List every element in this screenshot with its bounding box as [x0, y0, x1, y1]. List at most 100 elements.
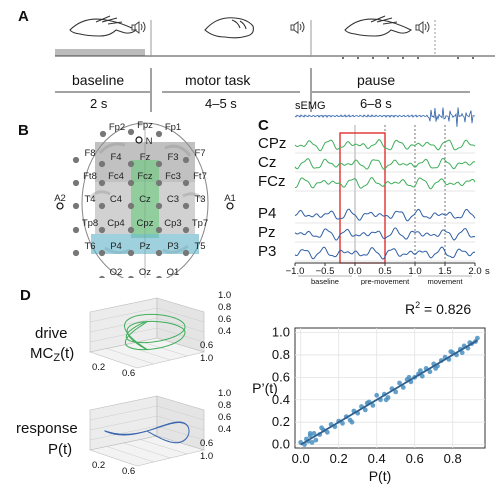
eeg-trace-cz	[294, 157, 476, 170]
panel-label-c: C	[258, 117, 269, 134]
response-z-tick: 0.8	[218, 400, 232, 411]
eeg-trace-fcz	[295, 177, 476, 190]
eeg-phase-0: baseline	[311, 277, 339, 285]
open-hand-icon	[69, 15, 137, 37]
electrode-label-cz: Cz	[139, 194, 151, 205]
electrode-dot-n	[135, 136, 143, 144]
x-tick-label: 0.6	[406, 451, 424, 466]
panel-label-d: D	[20, 287, 31, 304]
scatter-point	[427, 369, 433, 375]
electrode-dot-f4	[98, 160, 106, 168]
eeg-phase-2: movement	[427, 277, 463, 285]
scatter-point	[459, 350, 465, 356]
electrode-dot-fc4	[98, 179, 106, 187]
scatter-point	[475, 335, 480, 341]
electrode-label-f8: F8	[84, 148, 95, 159]
electrode-label-t5: T5	[194, 241, 205, 252]
drive-y-tick: 0.6	[200, 340, 214, 351]
electrode-label-a2: A2	[54, 193, 66, 204]
electrode-dot-cz	[127, 202, 135, 210]
response-trajectory-plot	[88, 395, 206, 467]
eeg-xtick: 1.5	[438, 266, 451, 277]
drive-y-tick: 1.0	[200, 353, 214, 364]
y-tick-label: 0.6	[272, 369, 290, 384]
y-axis-label: P’(t)	[252, 380, 278, 396]
scatter-point	[324, 429, 330, 435]
electrode-dot-a2	[56, 202, 64, 210]
eeg-trace-p4	[294, 208, 476, 222]
eeg-xtick: −0.5	[316, 266, 335, 277]
scatter-point	[313, 437, 319, 443]
scatter-point	[383, 397, 389, 403]
baseline-bar	[55, 49, 145, 56]
drive-z-tick: 0.8	[218, 302, 232, 313]
electrode-label-fp2: Fp2	[109, 122, 125, 133]
electrode-label-t4: T4	[84, 194, 95, 205]
electrode-dot-fc3	[155, 179, 163, 187]
x-tick-label: 0.2	[330, 451, 348, 466]
eeg-x-unit: s	[485, 266, 490, 277]
electrode-dot-fpz	[127, 128, 135, 136]
y-tick-label: 1.0	[272, 324, 290, 339]
channel-label-cz: Cz	[258, 154, 277, 171]
electrode-label-f7: F7	[194, 148, 205, 159]
electrode-dot-oz	[128, 275, 134, 278]
electrode-dot-f3	[155, 160, 163, 168]
electrode-dot-t3	[182, 202, 190, 210]
response-trajectory	[103, 421, 190, 444]
drive-x-tick: 0.2	[92, 362, 106, 373]
eeg-xtick: 0.5	[378, 266, 391, 277]
electrode-label-fc3: Fc3	[165, 171, 181, 182]
channel-label-p3: P3	[258, 243, 277, 260]
scatter-point	[400, 385, 406, 390]
y-tick-label: 0.2	[272, 414, 290, 429]
phase-name-motor: motor task	[185, 72, 251, 88]
scatter-plot: 0.0 0.2 0.4 0.6 0.8 0.0 0.2 0.4 0.6 0.8 1.0 P(t) P’(…	[252, 324, 486, 484]
electrode-dot-p4	[98, 249, 106, 257]
electrode-dot-cpz	[127, 226, 135, 234]
parietal-region	[91, 234, 199, 254]
scatter-point	[433, 366, 438, 371]
fit-line	[300, 339, 478, 446]
electrode-dot-a1	[226, 202, 234, 210]
semg-label: sEMG	[295, 100, 326, 112]
electrode-label-cp4: Cp4	[107, 218, 124, 229]
scatter-point	[374, 392, 380, 398]
x-tick-label: 0.8	[444, 451, 462, 466]
scatter-point	[397, 380, 402, 386]
phase-duration-baseline: 2 s	[90, 96, 108, 111]
midline-region	[131, 160, 159, 238]
electrode-label-ft8: Ft8	[83, 171, 97, 182]
channel-label-pz: Pz	[258, 224, 276, 241]
y-tick-label: 0.4	[272, 392, 290, 407]
electrode-label-f3: F3	[167, 152, 178, 163]
drive-z-tick: 1.0	[218, 290, 232, 301]
response-x-tick: 0.2	[92, 460, 106, 471]
scatter-point	[406, 374, 412, 380]
response-label: response	[16, 420, 78, 437]
electrode-label-o1: O1	[167, 267, 180, 278]
electrode-label-fz: Fz	[140, 152, 151, 163]
electrode-label-cpz: Cpz	[137, 218, 154, 229]
electrode-label-fc4: Fc4	[108, 171, 124, 182]
electrode-dot-o2	[99, 275, 105, 278]
pause-dots	[342, 57, 474, 59]
scatter-point	[370, 403, 376, 408]
scatter-point	[349, 419, 355, 425]
electrode-label-ft7: Ft7	[193, 171, 207, 182]
electrode-label-cp3: Cp3	[164, 218, 181, 229]
eeg-traces: −1.0 −0.5 0.0 0.5 1.0 1.5 2.0 s baseline pre-move…	[286, 107, 490, 285]
electrode-label-fpz: Fpz	[137, 120, 153, 131]
eeg-trace-cpz	[294, 139, 476, 152]
drive-z-tick: 0.6	[218, 314, 232, 325]
fist-icon	[204, 17, 254, 39]
response-z-tick: 0.4	[218, 424, 232, 435]
eeg-trace-pz	[294, 227, 476, 241]
eeg-xtick: 1.0	[408, 266, 421, 277]
scatter-point	[307, 431, 313, 436]
y-tick-label: 0.0	[272, 437, 290, 452]
response-y-tick: 0.6	[200, 438, 214, 449]
electrode-dot-fp1	[155, 130, 163, 138]
panel-label-a: A	[18, 8, 29, 25]
response-z-tick: 0.6	[218, 412, 232, 423]
